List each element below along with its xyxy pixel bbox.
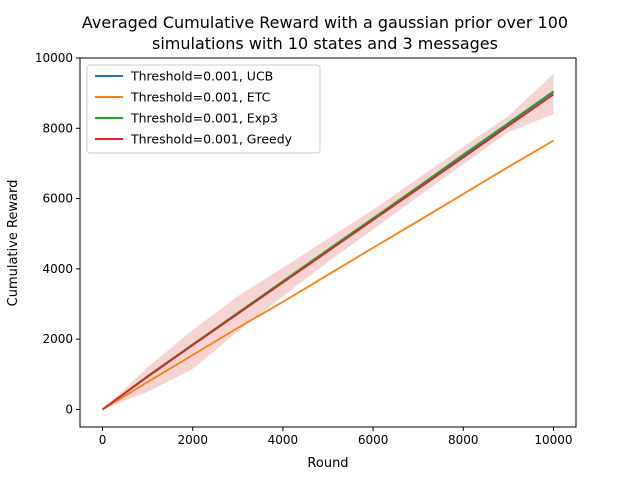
chart-title-line-2: simulations with 10 states and 3 message… xyxy=(152,34,498,53)
y-tick-label-5: 10000 xyxy=(35,51,73,65)
legend-label-3: Threshold=0.001, Greedy xyxy=(130,132,293,147)
plot-frame xyxy=(79,57,577,428)
x-tick-label-3: 6000 xyxy=(358,433,389,447)
x-tick-label-4: 8000 xyxy=(448,433,479,447)
y-tick-label-0: 0 xyxy=(65,402,73,416)
y-tick-label-4: 8000 xyxy=(42,121,73,135)
x-tick-label-1: 2000 xyxy=(177,433,208,447)
x-axis-label: Round xyxy=(307,456,348,471)
y-tick-label-2: 4000 xyxy=(42,262,73,276)
x-tick-label-2: 4000 xyxy=(268,433,299,447)
confidence-band xyxy=(102,73,554,410)
series-line-3 xyxy=(102,93,554,411)
chart-title-line-1: Averaged Cumulative Reward with a gaussi… xyxy=(82,13,568,32)
legend-label-0: Threshold=0.001, UCB xyxy=(130,69,273,84)
x-tick-label-0: 0 xyxy=(99,433,107,447)
axis-ticks: 0 2000 4000 6000 8000 10000 0 2000 4000 6000 8000 1… xyxy=(35,51,573,447)
x-tick-label-5: 10000 xyxy=(534,433,572,447)
plot-area xyxy=(102,73,554,411)
legend-label-2: Threshold=0.001, Exp3 xyxy=(130,111,278,126)
legend-box xyxy=(86,64,321,154)
y-axis-label: Cumulative Reward xyxy=(6,180,21,307)
y-tick-label-3: 6000 xyxy=(42,192,73,206)
series-line-1 xyxy=(102,139,554,411)
y-tick-label-1: 2000 xyxy=(42,332,73,346)
legend: Threshold=0.001, UCB Threshold=0.001, ETC… xyxy=(86,64,321,154)
legend-label-1: Threshold=0.001, ETC xyxy=(130,90,271,105)
